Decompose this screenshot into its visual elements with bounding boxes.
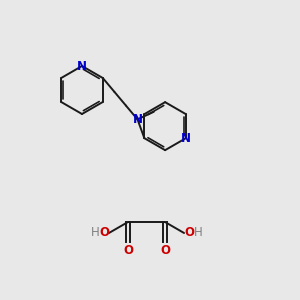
Text: N: N bbox=[77, 59, 87, 73]
Text: O: O bbox=[184, 226, 194, 239]
Text: O: O bbox=[99, 226, 109, 239]
Text: H: H bbox=[91, 226, 99, 238]
Text: N: N bbox=[181, 132, 191, 145]
Text: O: O bbox=[160, 244, 170, 256]
Text: H: H bbox=[194, 226, 203, 238]
Text: N: N bbox=[133, 113, 142, 126]
Text: O: O bbox=[123, 244, 133, 256]
